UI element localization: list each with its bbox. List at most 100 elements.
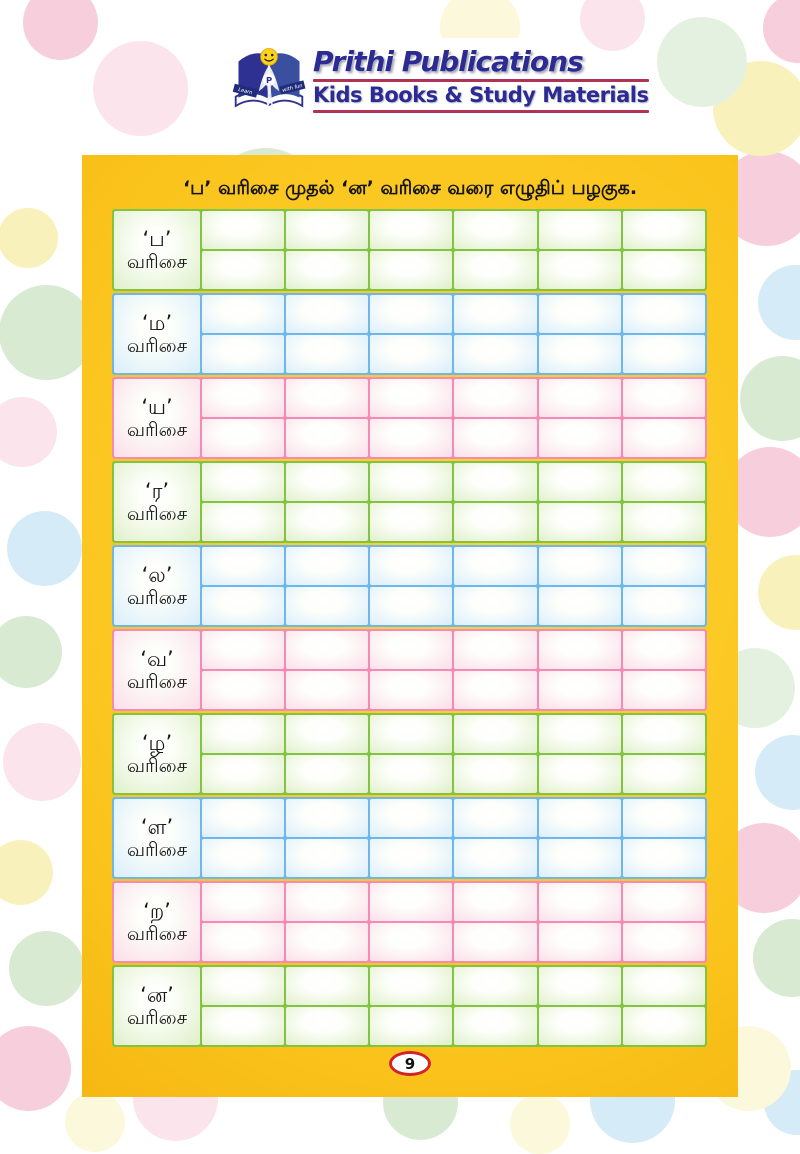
row-label-suffix: வரிசை <box>127 251 187 274</box>
publisher-tagline: Kids Books & Study Materials <box>313 82 649 110</box>
practice-cell <box>539 839 621 877</box>
practice-cell <box>370 295 452 333</box>
practice-cell <box>202 923 284 961</box>
row-label-cell: ‘ன’வரிசை <box>114 967 200 1045</box>
practice-cell <box>202 251 284 289</box>
practice-cell <box>539 631 621 669</box>
row-letter: ‘ர’ <box>145 479 169 503</box>
practice-cell <box>623 211 705 249</box>
row-label-suffix: வரிசை <box>127 839 187 862</box>
practice-cell <box>286 755 368 793</box>
practice-cell <box>454 839 536 877</box>
practice-cell <box>370 755 452 793</box>
background-dot <box>758 265 800 340</box>
page-number-badge: 9 <box>389 1051 431 1076</box>
practice-cell <box>539 335 621 373</box>
publisher-logo-panel: Learn with fun P Prithi Publications Kid… <box>226 38 574 122</box>
practice-cell <box>370 715 452 753</box>
practice-cell <box>286 547 368 585</box>
publisher-book-logo-icon: Learn with fun P <box>232 40 306 120</box>
practice-cell <box>539 799 621 837</box>
practice-cell <box>370 799 452 837</box>
logo-monogram: P <box>266 75 272 85</box>
practice-cell <box>454 1007 536 1045</box>
practice-cell <box>454 211 536 249</box>
practice-cell <box>454 923 536 961</box>
practice-cell <box>286 295 368 333</box>
practice-cell <box>454 379 536 417</box>
practice-cell <box>286 923 368 961</box>
letter-row-7: ‘ழ’வரிசை <box>112 713 707 795</box>
practice-cell <box>454 503 536 541</box>
practice-cell <box>202 463 284 501</box>
letter-rows: ‘ப’வரிசை‘ம’வரிசை‘ய’வரிசை‘ர’வரிசை‘ல’வரிசை… <box>112 209 707 1049</box>
practice-cell <box>539 419 621 457</box>
practice-cell <box>286 463 368 501</box>
practice-cell <box>539 295 621 333</box>
practice-cell <box>202 715 284 753</box>
row-letter: ‘ன’ <box>140 983 174 1007</box>
practice-cell <box>454 883 536 921</box>
background-dot <box>740 356 800 441</box>
background-dot <box>0 285 94 380</box>
row-label-cell: ‘ல’வரிசை <box>114 547 200 625</box>
background-dot <box>753 919 800 997</box>
worksheet-title: ‘ப’ வரிசை முதல் ‘ன’ வரிசை வரை எழுதிப் பழ… <box>82 177 738 202</box>
letter-row-5: ‘ல’வரிசை <box>112 545 707 627</box>
practice-cell <box>539 547 621 585</box>
practice-cell <box>454 419 536 457</box>
practice-cell <box>202 295 284 333</box>
row-label-cell: ‘ய’வரிசை <box>114 379 200 457</box>
publisher-name: Prithi Publications <box>313 47 649 78</box>
practice-cell <box>370 463 452 501</box>
row-label-cell: ‘வ’வரிசை <box>114 631 200 709</box>
row-letter: ‘ப’ <box>143 227 172 251</box>
practice-cell <box>370 547 452 585</box>
practice-cell <box>370 503 452 541</box>
background-dot <box>9 931 84 1006</box>
practice-cell <box>370 211 452 249</box>
practice-cell <box>286 967 368 1005</box>
practice-cell <box>202 211 284 249</box>
practice-cell <box>539 1007 621 1045</box>
row-label-suffix: வரிசை <box>127 923 187 946</box>
row-label-suffix: வரிசை <box>127 419 187 442</box>
practice-cell <box>286 799 368 837</box>
practice-cell <box>454 547 536 585</box>
practice-cell <box>539 715 621 753</box>
practice-cell <box>539 755 621 793</box>
row-letter: ‘ள’ <box>141 815 173 839</box>
practice-cell <box>370 587 452 625</box>
background-dot <box>3 723 81 801</box>
row-letter: ‘ல’ <box>142 563 173 587</box>
practice-cell <box>202 587 284 625</box>
practice-cell <box>623 923 705 961</box>
practice-cell <box>202 883 284 921</box>
practice-cell <box>202 671 284 709</box>
practice-cell <box>623 587 705 625</box>
practice-cell <box>370 839 452 877</box>
practice-cell <box>539 251 621 289</box>
practice-cell <box>539 379 621 417</box>
letter-row-8: ‘ள’வரிசை <box>112 797 707 879</box>
practice-cell <box>454 755 536 793</box>
background-dot <box>510 1094 570 1154</box>
row-label-cell: ‘ள’வரிசை <box>114 799 200 877</box>
background-dot <box>763 0 800 63</box>
row-label-suffix: வரிசை <box>127 503 187 526</box>
practice-cell <box>202 379 284 417</box>
practice-cell <box>286 587 368 625</box>
practice-cell <box>623 883 705 921</box>
practice-cell <box>370 883 452 921</box>
practice-cell <box>623 839 705 877</box>
background-dot <box>7 511 82 586</box>
practice-cell <box>370 671 452 709</box>
practice-cell <box>202 547 284 585</box>
row-letter: ‘ய’ <box>141 395 172 419</box>
practice-cell <box>286 631 368 669</box>
row-label-suffix: வரிசை <box>127 335 187 358</box>
practice-cell <box>286 503 368 541</box>
practice-cell <box>454 335 536 373</box>
row-label-cell: ‘ப’வரிசை <box>114 211 200 289</box>
letter-row-1: ‘ப’வரிசை <box>112 209 707 291</box>
